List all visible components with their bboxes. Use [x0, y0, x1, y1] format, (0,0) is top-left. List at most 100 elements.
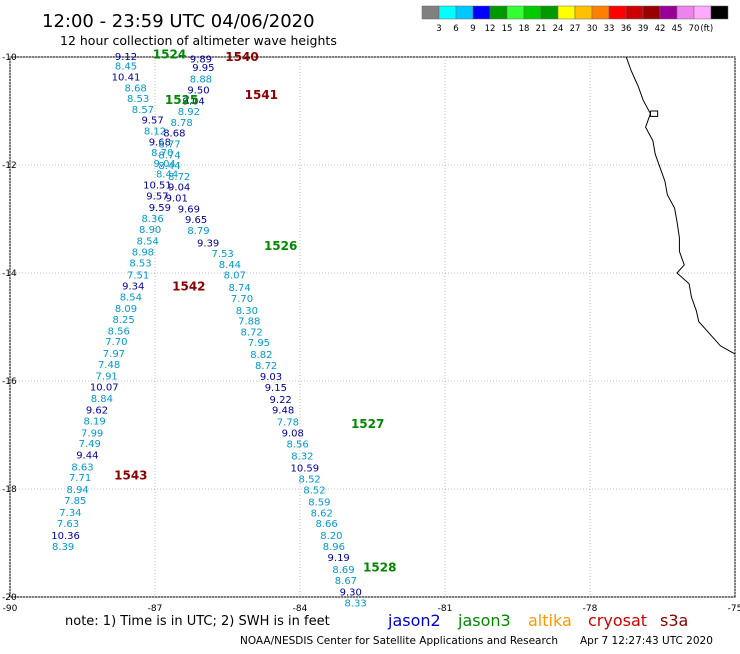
wave-height-value: 8.84 [91, 394, 113, 405]
wave-height-value: 8.32 [291, 452, 313, 463]
scale-swatch [693, 5, 712, 20]
x-tick-label: -90 [3, 604, 18, 614]
wave-height-value: 10.36 [51, 531, 80, 542]
wave-height-value: 7.49 [79, 439, 101, 450]
wave-height-value: 8.09 [115, 304, 137, 315]
x-tick-label: -87 [148, 604, 163, 614]
scale-label: 33 [604, 24, 615, 34]
wave-height-value: 7.78 [277, 418, 299, 429]
wave-height-value: 7.91 [96, 372, 118, 383]
pass-labels: 1524 1540 1541 1525 1526 1542 1527 1543 1528 [114, 47, 396, 574]
wave-height-value: 7.99 [81, 428, 103, 439]
wave-height-value: 8.72 [168, 172, 190, 183]
y-tick-label: -12 [2, 161, 17, 171]
wave-height-value: 8.82 [250, 350, 272, 361]
wave-height-value: 8.68 [125, 83, 147, 94]
wave-height-value: 8.98 [132, 247, 154, 258]
legend-s3a: s3a [660, 611, 688, 630]
coastline-path [625, 56, 736, 355]
wave-height-points: 9.128.4510.418.688.538.579.578.129.688.7… [51, 52, 366, 609]
wave-height-value: 9.57 [146, 191, 168, 202]
footer-timestamp: Apr 7 12:27:43 UTC 2020 [580, 635, 713, 647]
wave-height-value: 8.07 [224, 271, 246, 282]
wave-height-value: 8.19 [83, 417, 105, 428]
coastline [625, 56, 736, 355]
wave-height-value: 8.78 [170, 118, 192, 129]
x-tick-label: -75 [728, 604, 740, 614]
wave-height-value: 9.01 [166, 193, 188, 204]
wave-height-value: 9.22 [270, 395, 292, 406]
wave-height-value: 9.50 [187, 85, 209, 96]
wave-height-value: 9.39 [197, 238, 219, 249]
scale-label: 45 [672, 24, 683, 34]
wave-height-value: 8.45 [115, 62, 137, 73]
wave-height-value: 8.44 [158, 161, 180, 172]
grid-ticks [9, 56, 736, 598]
pass-label: 1541 [245, 88, 278, 102]
y-tick-label: -14 [2, 269, 17, 279]
wave-height-value: 9.04 [183, 96, 205, 107]
wave-height-value: 9.57 [141, 116, 163, 127]
wave-height-value: 9.95 [192, 63, 214, 74]
wave-height-value: 9.68 [149, 137, 171, 148]
scale-swatch [574, 5, 593, 20]
wave-height-value: 8.54 [120, 292, 142, 303]
scale-swatch [506, 5, 525, 20]
scale-swatch [625, 5, 644, 20]
wave-height-value: 9.62 [86, 406, 108, 417]
wave-height-value: 7.85 [64, 496, 86, 507]
satellite-legend: jason2 jason3 altika cryosat s3a [387, 611, 688, 630]
wave-height-value: 8.67 [335, 576, 357, 587]
wave-height-value: 7.70 [105, 337, 127, 348]
wave-height-value: 7.95 [248, 338, 270, 349]
scale-label: 15 [502, 24, 513, 34]
wave-height-value: 8.77 [158, 139, 180, 150]
scale-label: 18 [519, 24, 530, 34]
wave-height-value: 8.36 [141, 214, 163, 225]
wave-height-value: 8.12 [144, 127, 166, 138]
wave-height-value: 8.57 [132, 105, 154, 116]
wave-height-value: 9.12 [115, 52, 137, 63]
pass-label: 1527 [351, 417, 384, 431]
scale-swatch [540, 5, 559, 20]
wave-height-value: 8.52 [299, 474, 321, 485]
footer-credit: NOAA/NESDIS Center for Satellite Applica… [240, 635, 558, 647]
wave-height-value: 8.92 [178, 107, 200, 118]
x-tick-label: -81 [438, 604, 453, 614]
wave-height-value: 8.63 [71, 462, 93, 473]
y-tick-label: -20 [2, 593, 17, 603]
scale-label: 3 [436, 24, 441, 34]
wave-height-value: 9.08 [282, 428, 304, 439]
wave-height-value: 9.89 [190, 55, 212, 66]
wave-height-value: 9.44 [76, 451, 98, 462]
scale-label: 21 [536, 24, 547, 34]
wave-height-value: 8.94 [67, 485, 89, 496]
scale-swatch [421, 5, 440, 20]
footer-note: note: 1) Time is in UTC; 2) SWH is in fe… [65, 614, 330, 629]
wave-height-value: 7.63 [57, 519, 79, 530]
scale-label: 36 [621, 24, 632, 34]
wave-height-value: 7.97 [103, 349, 125, 360]
scale-label: 42 [655, 24, 666, 34]
scale-label: (ft) [700, 24, 713, 34]
pass-label: 1542 [172, 280, 205, 294]
x-tick-label: -84 [293, 604, 308, 614]
wave-height-value: 8.74 [228, 283, 250, 294]
wave-height-value: 8.53 [129, 258, 151, 269]
y-tick-label: -10 [2, 53, 17, 63]
legend-cryosat: cryosat [588, 611, 647, 630]
wave-height-value: 9.19 [328, 553, 350, 564]
wave-height-value: 8.72 [241, 327, 263, 338]
chart-subtitle: 12 hour collection of altimeter wave hei… [60, 33, 337, 48]
wave-height-value: 9.04 [154, 159, 176, 170]
chart-title: 12:00 - 23:59 UTC 04/06/2020 [42, 11, 315, 32]
wave-height-value: 8.52 [303, 486, 325, 497]
scale-label: 9 [470, 24, 475, 34]
scale-label: 27 [570, 24, 581, 34]
scale-swatch [438, 5, 457, 20]
wave-height-value: 10.51 [143, 181, 172, 192]
pass-label: 1543 [114, 469, 147, 483]
wave-height-value: 7.51 [127, 271, 149, 282]
wave-height-value: 7.70 [231, 294, 253, 305]
wave-height-value: 8.56 [286, 440, 308, 451]
